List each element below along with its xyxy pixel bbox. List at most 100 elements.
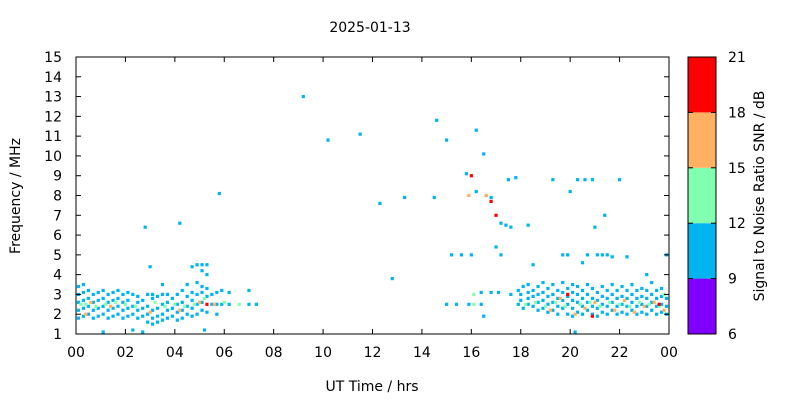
data-point bbox=[645, 304, 649, 308]
data-point bbox=[657, 302, 661, 306]
data-point bbox=[210, 292, 214, 297]
data-point bbox=[449, 253, 454, 257]
data-point bbox=[84, 302, 88, 306]
data-point bbox=[146, 292, 150, 297]
data-point bbox=[598, 304, 602, 308]
data-point bbox=[227, 302, 231, 306]
data-point bbox=[86, 304, 90, 308]
data-point bbox=[163, 304, 167, 308]
data-point bbox=[482, 314, 486, 318]
data-point bbox=[553, 300, 557, 304]
data-point bbox=[202, 296, 207, 300]
data-point bbox=[548, 308, 552, 312]
data-point bbox=[479, 290, 483, 295]
data-point bbox=[175, 292, 179, 297]
data-point bbox=[403, 195, 407, 200]
data-point bbox=[106, 316, 110, 320]
data-point bbox=[185, 312, 189, 316]
data-point bbox=[165, 292, 170, 297]
data-point bbox=[541, 298, 545, 302]
data-point bbox=[210, 302, 214, 306]
data-point bbox=[200, 308, 204, 312]
data-point bbox=[215, 312, 219, 316]
data-point bbox=[136, 316, 140, 320]
data-point bbox=[197, 300, 202, 304]
data-point bbox=[655, 296, 659, 300]
data-point bbox=[459, 253, 464, 257]
data-point bbox=[136, 300, 140, 304]
data-point bbox=[610, 292, 614, 297]
data-point bbox=[123, 302, 128, 306]
data-point bbox=[111, 306, 115, 310]
x-tick-label: 04 bbox=[166, 345, 184, 361]
data-point bbox=[659, 310, 664, 314]
x-tick-label: 18 bbox=[512, 345, 530, 361]
data-point bbox=[625, 304, 629, 308]
data-point bbox=[650, 300, 654, 304]
data-point bbox=[378, 201, 382, 206]
data-point bbox=[155, 314, 160, 318]
plot-frame bbox=[75, 56, 670, 335]
data-point bbox=[617, 302, 622, 306]
x-tick-label: 00 bbox=[67, 345, 85, 361]
data-point bbox=[454, 302, 459, 306]
data-point bbox=[155, 306, 160, 310]
data-point bbox=[630, 282, 634, 287]
data-point bbox=[151, 322, 155, 326]
data-point bbox=[575, 178, 580, 182]
data-point bbox=[551, 282, 555, 287]
data-point bbox=[86, 312, 90, 316]
x-tick-label: 00 bbox=[660, 345, 678, 361]
data-point bbox=[533, 300, 538, 304]
data-point bbox=[101, 304, 105, 308]
data-point bbox=[610, 282, 614, 287]
data-point bbox=[580, 296, 585, 300]
y-axis-label: Frequency / MHz bbox=[8, 138, 24, 254]
colorbar-frame bbox=[687, 56, 717, 335]
data-point bbox=[543, 304, 548, 308]
data-point bbox=[635, 288, 639, 293]
x-tick-label: 10 bbox=[314, 345, 332, 361]
data-point bbox=[575, 284, 580, 289]
data-point bbox=[81, 306, 86, 310]
data-point bbox=[655, 304, 659, 308]
colorbar-label: Signal to Noise Ratio SNR / dB bbox=[752, 91, 768, 302]
data-point bbox=[108, 304, 113, 308]
data-point bbox=[645, 296, 649, 300]
y-tick-label: 5 bbox=[53, 248, 62, 264]
data-point bbox=[183, 304, 187, 308]
data-point bbox=[195, 263, 199, 267]
data-point bbox=[580, 288, 585, 293]
data-point bbox=[190, 265, 194, 269]
data-point bbox=[113, 300, 118, 304]
data-point bbox=[160, 282, 165, 287]
data-point bbox=[479, 302, 483, 306]
data-point bbox=[467, 193, 471, 198]
y-tick-label: 14 bbox=[44, 70, 62, 86]
data-point bbox=[588, 300, 592, 304]
data-point bbox=[160, 292, 165, 297]
data-point bbox=[637, 300, 641, 304]
data-point bbox=[571, 298, 575, 302]
data-point bbox=[121, 316, 125, 320]
data-point bbox=[148, 265, 152, 269]
data-point bbox=[516, 288, 520, 293]
data-point bbox=[96, 306, 100, 310]
data-point bbox=[571, 306, 575, 310]
data-point bbox=[464, 172, 468, 176]
data-point bbox=[546, 294, 550, 299]
data-point bbox=[657, 304, 661, 308]
data-point bbox=[220, 302, 224, 306]
data-point bbox=[472, 302, 476, 306]
data-point bbox=[615, 312, 619, 316]
data-point bbox=[81, 282, 86, 287]
data-point bbox=[141, 298, 145, 302]
data-point bbox=[650, 308, 654, 312]
data-point bbox=[94, 304, 98, 308]
y-tick-label: 11 bbox=[44, 129, 62, 145]
data-point bbox=[519, 292, 523, 297]
colorbar: 6 9 12 15 18 21 bbox=[687, 50, 746, 343]
data-point bbox=[474, 189, 478, 194]
data-point bbox=[474, 128, 478, 132]
